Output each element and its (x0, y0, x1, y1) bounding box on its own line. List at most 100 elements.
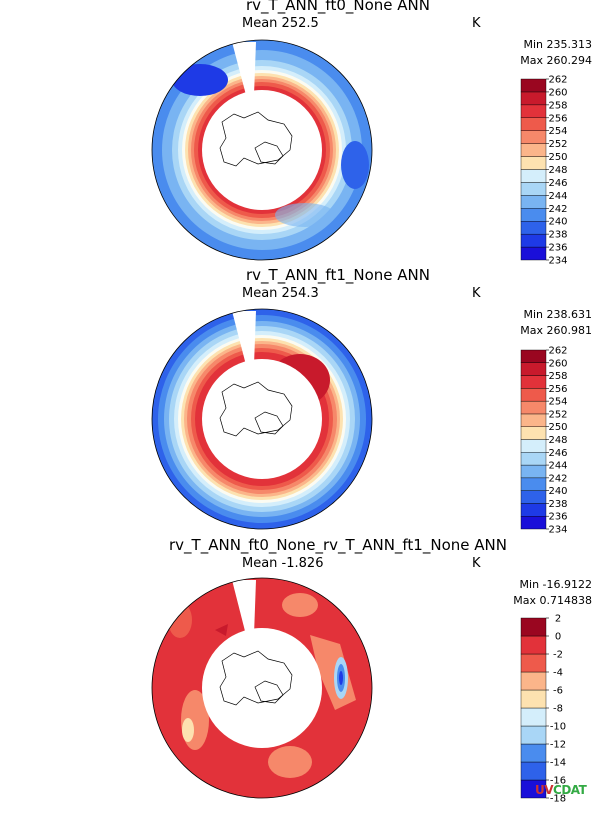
colorbar-bin (520, 91, 547, 106)
colorbar-tick-label: -18 (550, 794, 566, 805)
colorbar-tick-label: 248 (548, 435, 567, 446)
max-label: Max 260.981 (520, 324, 592, 337)
colorbar-tick-label: 256 (548, 384, 567, 395)
colorbar-tick-label: 250 (548, 152, 567, 163)
panel-title: rv_T_ANN_ft0_None ANN (246, 0, 430, 14)
units-label: K (472, 16, 481, 31)
colorbar-tick-label: 250 (548, 422, 567, 433)
colorbar-tick-label: 246 (548, 448, 567, 459)
polar-map-2 (151, 308, 373, 530)
colorbar-tick-label: -14 (550, 758, 566, 769)
colorbar-bin (520, 477, 547, 491)
colorbar-tick-label: 242 (548, 204, 567, 215)
colorbar-bin (520, 375, 547, 389)
colorbar-tick-label: 254 (548, 126, 567, 137)
colorbar-tick-label: -12 (550, 740, 566, 751)
colorbar-tick-label: -8 (553, 704, 563, 715)
colorbar-bin (520, 169, 547, 183)
panel-title: rv_T_ANN_ft1_None ANN (246, 266, 430, 284)
colorbar-bin (520, 246, 547, 261)
panel-title: rv_T_ANN_ft0_None_rv_T_ANN_ft1_None ANN (169, 536, 507, 554)
colorbar-tick-label: 240 (548, 486, 567, 497)
plot-panel-3: rv_T_ANN_ft0_None_rv_T_ANN_ft1_None ANN … (0, 536, 606, 814)
units-label: K (472, 556, 481, 571)
colorbar-tick-label: 244 (548, 461, 567, 472)
colorbar-bin (520, 349, 547, 363)
min-label: Min 238.631 (523, 308, 592, 321)
colorbar-bin (520, 400, 547, 415)
colorbar-tick-label: 252 (548, 139, 567, 150)
colorbar-bin (520, 653, 547, 673)
colorbar-bin (520, 208, 547, 222)
polar-map-1 (151, 39, 373, 261)
colorbar-bin (520, 725, 547, 745)
colorbar-bin (520, 388, 547, 402)
colorbar-tick-label: 240 (548, 217, 567, 228)
colorbar-bin (520, 464, 547, 479)
plot-panel-1: rv_T_ANN_ft0_None ANN Mean 252.5 K Min 2… (0, 0, 606, 270)
colorbar-tick-label: -6 (553, 686, 563, 697)
max-label: Max 260.294 (520, 54, 592, 67)
colorbar-tick-label: 260 (548, 87, 567, 98)
min-label: Min 235.313 (523, 38, 592, 51)
colorbar-bin (520, 707, 547, 727)
colorbar-tick-label: 236 (548, 512, 567, 523)
colorbar-1: 234 236 238 240 242 244 246 248 250 252 254 256 258 2… (520, 75, 568, 267)
colorbar-bin (520, 635, 547, 655)
colorbar-tick-label: -4 (553, 668, 563, 679)
colorbar-3: -18 -16 -14 -12 -10 -8 -6 -4 -2 0 2 (520, 614, 566, 805)
colorbar-tick-label: 254 (548, 397, 567, 408)
colorbar-tick-label: 262 (548, 346, 567, 357)
colorbar-tick-label: 238 (548, 230, 567, 241)
mean-label: Mean -1.826 (242, 556, 324, 571)
colorbar-tick-label: 0 (555, 632, 561, 643)
colorbar-bin (520, 195, 547, 209)
colorbar-bin (520, 104, 547, 118)
colorbar-tick-label: 262 (548, 75, 567, 86)
colorbar-bin (520, 617, 547, 637)
colorbar-tick-label: 248 (548, 165, 567, 176)
colorbar-tick-label: 258 (548, 100, 567, 111)
min-label: Min -16.9122 (519, 578, 592, 591)
colorbar-bin (520, 503, 547, 517)
colorbar-bin (520, 689, 547, 709)
colorbar-bin (520, 182, 547, 196)
colorbar-tick-label: 246 (548, 178, 567, 189)
colorbar-bin (520, 362, 547, 376)
colorbar-bin (520, 426, 547, 440)
colorbar-bin (520, 671, 547, 691)
polar-map-3 (151, 577, 373, 799)
colorbar-tick-label: 258 (548, 371, 567, 382)
units-label: K (472, 286, 481, 301)
colorbar-bin (520, 761, 547, 781)
colorbar-bin (520, 516, 547, 530)
colorbar-bin (520, 78, 547, 93)
colorbar-bin (520, 490, 547, 504)
colorbar-tick-label: 252 (548, 409, 567, 420)
colorbar-tick-label: -16 (550, 776, 566, 787)
colorbar-bin (520, 156, 547, 170)
colorbar-tick-label: 260 (548, 358, 567, 369)
colorbar-tick-label: 238 (548, 499, 567, 510)
colorbar-bin (520, 452, 547, 466)
colorbar-bin (520, 130, 547, 144)
colorbar-tick-label: -2 (553, 650, 563, 661)
colorbar-bin (520, 143, 547, 157)
colorbar-tick-label: 256 (548, 113, 567, 124)
max-label: Max 0.714838 (513, 594, 592, 607)
mean-label: Mean 252.5 (242, 16, 319, 31)
colorbar-tick-label: 234 (548, 256, 567, 267)
colorbar-bin (520, 221, 547, 235)
plot-panel-2: rv_T_ANN_ft1_None ANN Mean 254.3 K Min 2… (0, 266, 606, 540)
colorbar-tick-label: 236 (548, 243, 567, 254)
mean-label: Mean 254.3 (242, 286, 319, 301)
colorbar-tick-label: 242 (548, 473, 567, 484)
colorbar-bin (520, 743, 547, 763)
colorbar-tick-label: -10 (550, 722, 566, 733)
colorbar-bin (520, 413, 547, 427)
colorbar-tick-label: 244 (548, 191, 567, 202)
colorbar-tick-label: 2 (555, 614, 561, 625)
colorbar-bin (520, 117, 547, 131)
colorbar-tick-label: 234 (548, 525, 567, 536)
